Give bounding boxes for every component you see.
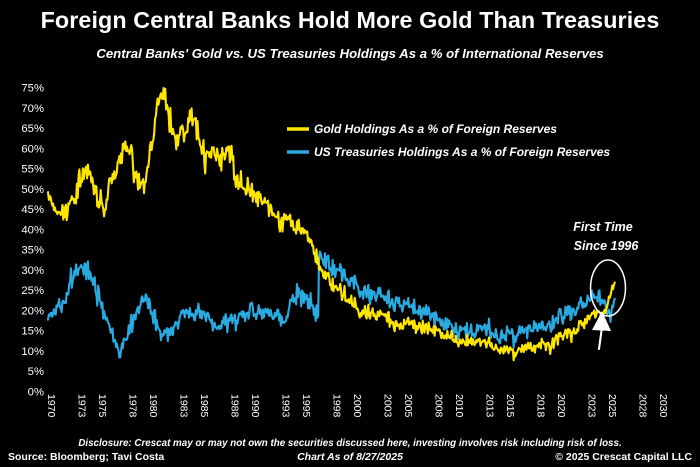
svg-text:70%: 70% bbox=[21, 103, 44, 115]
svg-text:10%: 10% bbox=[21, 346, 44, 358]
svg-text:1985: 1985 bbox=[198, 394, 210, 418]
svg-text:75%: 75% bbox=[21, 83, 44, 95]
svg-text:2008: 2008 bbox=[432, 394, 444, 418]
svg-text:Gold Holdings As a % of Foreig: Gold Holdings As a % of Foreign Reserves bbox=[314, 122, 557, 136]
svg-text:25%: 25% bbox=[21, 285, 44, 297]
svg-text:65%: 65% bbox=[21, 123, 44, 135]
svg-text:1988: 1988 bbox=[229, 394, 241, 418]
svg-text:60%: 60% bbox=[21, 143, 44, 155]
svg-text:15%: 15% bbox=[21, 326, 44, 338]
svg-text:1998: 1998 bbox=[331, 394, 343, 418]
svg-text:2003: 2003 bbox=[381, 394, 393, 418]
svg-text:2000: 2000 bbox=[351, 394, 363, 418]
svg-text:2010: 2010 bbox=[453, 394, 465, 418]
svg-text:2018: 2018 bbox=[534, 394, 546, 418]
svg-text:2025: 2025 bbox=[606, 394, 618, 418]
svg-text:40%: 40% bbox=[21, 224, 44, 236]
svg-text:0%: 0% bbox=[28, 387, 44, 399]
svg-text:2028: 2028 bbox=[636, 394, 648, 418]
svg-text:Since 1996: Since 1996 bbox=[574, 239, 640, 253]
svg-text:1990: 1990 bbox=[249, 394, 261, 418]
svg-text:2005: 2005 bbox=[402, 394, 414, 418]
svg-text:35%: 35% bbox=[21, 245, 44, 257]
svg-text:55%: 55% bbox=[21, 164, 44, 176]
svg-text:First Time: First Time bbox=[573, 220, 633, 234]
svg-text:US Treasuries Holdings As a %: US Treasuries Holdings As a % of Foreign… bbox=[314, 145, 610, 159]
svg-text:2030: 2030 bbox=[657, 394, 669, 418]
svg-text:1978: 1978 bbox=[127, 394, 139, 418]
svg-text:50%: 50% bbox=[21, 184, 44, 196]
svg-text:45%: 45% bbox=[21, 204, 44, 216]
svg-text:1983: 1983 bbox=[178, 394, 190, 418]
svg-text:1980: 1980 bbox=[147, 394, 159, 418]
svg-text:2023: 2023 bbox=[585, 394, 597, 418]
svg-text:2015: 2015 bbox=[504, 394, 516, 418]
svg-text:20%: 20% bbox=[21, 305, 44, 317]
svg-text:5%: 5% bbox=[28, 366, 44, 378]
svg-text:1973: 1973 bbox=[76, 394, 88, 418]
svg-text:2013: 2013 bbox=[483, 394, 495, 418]
svg-text:1975: 1975 bbox=[96, 394, 108, 418]
svg-text:1995: 1995 bbox=[300, 394, 312, 418]
svg-text:1970: 1970 bbox=[45, 394, 57, 418]
svg-text:2020: 2020 bbox=[555, 394, 567, 418]
svg-text:30%: 30% bbox=[21, 265, 44, 277]
svg-text:1993: 1993 bbox=[280, 394, 292, 418]
